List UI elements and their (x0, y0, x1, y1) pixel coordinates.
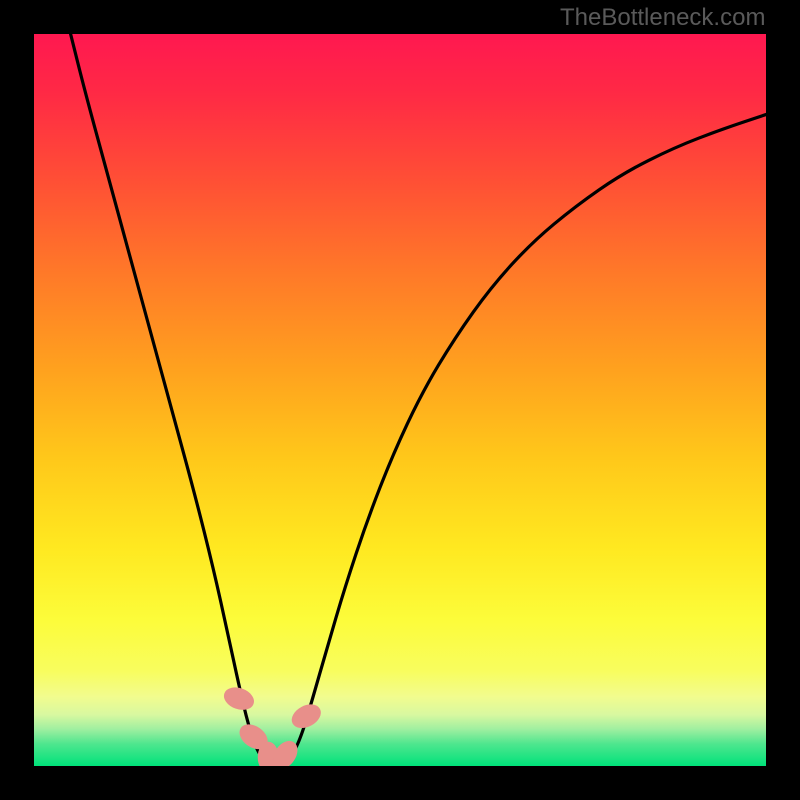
chart-background (34, 34, 766, 766)
chart-frame (34, 34, 766, 766)
chart-svg (34, 34, 766, 766)
watermark-text: TheBottleneck.com (560, 4, 765, 32)
